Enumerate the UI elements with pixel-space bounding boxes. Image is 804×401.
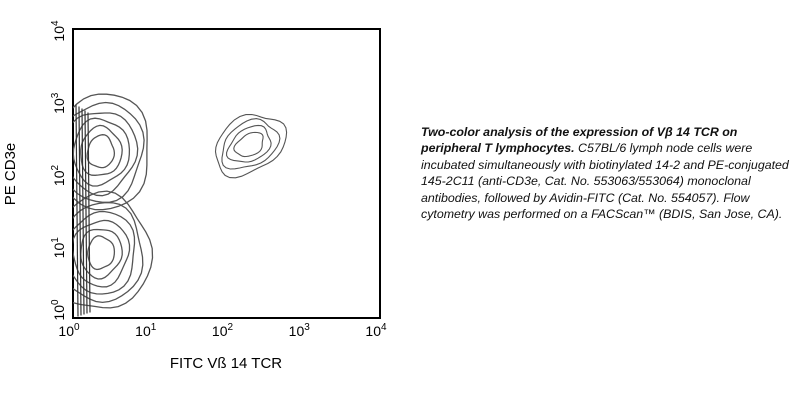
x-tick-label: 103: [289, 322, 311, 339]
contour-line: [226, 124, 272, 163]
y-tick-label: 103: [50, 92, 67, 114]
contour-line: [73, 117, 131, 187]
x-tick-label: 100: [58, 322, 80, 339]
caption-title: Two-color analysis of the expression of …: [421, 125, 738, 156]
caption-body: C57BL/6 lymph node cells were incubated …: [421, 141, 789, 222]
contour-line: [73, 219, 131, 288]
contour-lines: [73, 93, 288, 317]
contour-line: [75, 104, 79, 317]
contour-line: [73, 190, 154, 309]
contour-line: [80, 124, 123, 176]
contour-line: [221, 118, 281, 170]
y-tick-label: 100: [50, 299, 67, 321]
y-axis-label: PE CD3e: [2, 143, 19, 206]
y-tick-labels: 100 101 102 103 104: [50, 20, 67, 321]
contour-line: [73, 112, 139, 197]
contour-plot: 100 101 102 103 104 100 101 102 103 104 FITC Vß …: [2, 20, 387, 372]
y-tick-label: 102: [50, 164, 67, 186]
contour-line: [73, 210, 136, 295]
contour-line: [87, 235, 116, 271]
x-tick-label: 104: [365, 322, 387, 339]
x-tick-label: 102: [212, 322, 234, 339]
contour-line: [80, 228, 123, 280]
contour-line: [233, 131, 264, 158]
y-tick-label: 101: [50, 237, 67, 259]
plot-frame: [72, 28, 381, 319]
figure-caption: Two-color analysis of the expression of …: [421, 124, 797, 222]
contour-line: [73, 201, 144, 304]
contour-line: [73, 101, 145, 203]
contour-line: [214, 113, 288, 179]
contour-line: [78, 106, 82, 316]
contour-line: [81, 108, 85, 315]
x-tick-labels: 100 101 102 103 104: [58, 322, 387, 339]
y-tick-label: 104: [50, 20, 67, 42]
contour-line: [84, 110, 88, 314]
x-tick-label: 101: [135, 322, 157, 339]
contour-line: [87, 112, 91, 313]
contour-line: [86, 134, 116, 169]
x-axis-label: FITC Vß 14 TCR: [170, 355, 282, 372]
